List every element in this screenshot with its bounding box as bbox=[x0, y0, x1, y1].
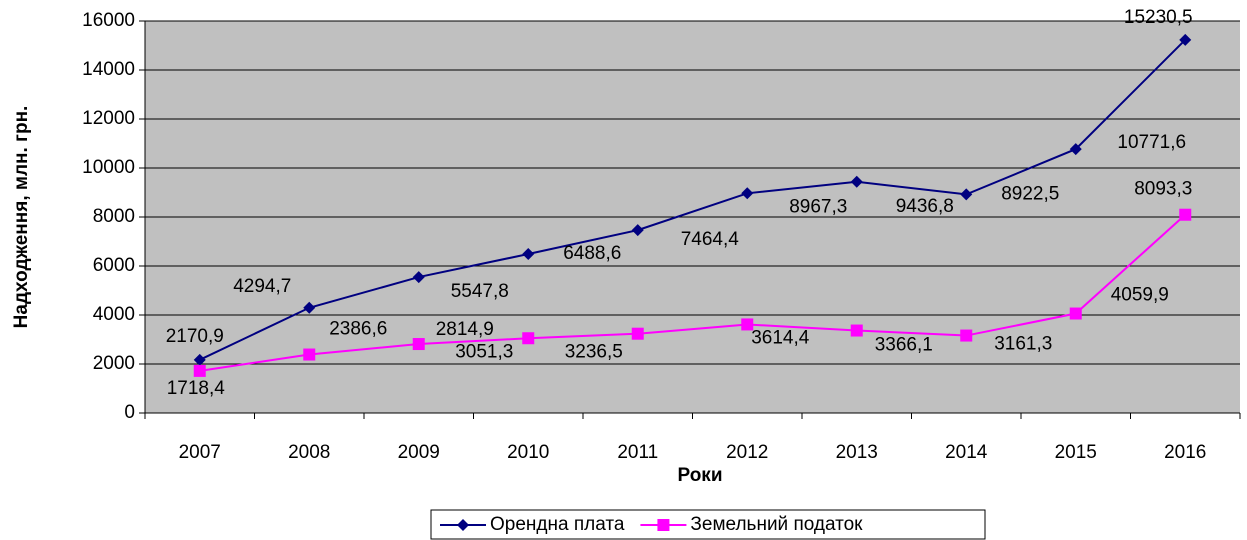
legend-marker bbox=[457, 519, 469, 531]
data-point bbox=[631, 224, 644, 237]
x-tick-label: 2008 bbox=[288, 442, 330, 463]
x-tick-label: 2014 bbox=[945, 442, 988, 463]
data-point bbox=[741, 187, 754, 200]
y-tick-label: 12000 bbox=[82, 108, 135, 129]
data-label: 10771,6 bbox=[1117, 132, 1186, 153]
data-point bbox=[522, 248, 535, 261]
y-tick-label: 8000 bbox=[93, 206, 135, 227]
data-point bbox=[741, 318, 754, 331]
data-point bbox=[1179, 33, 1192, 46]
data-point bbox=[193, 364, 206, 377]
data-label: 3236,5 bbox=[565, 342, 623, 363]
data-label: 3161,3 bbox=[994, 334, 1052, 355]
data-label: 7464,4 bbox=[681, 229, 740, 250]
x-tick-label: 2010 bbox=[507, 442, 549, 463]
data-point bbox=[303, 301, 316, 314]
data-label: 8922,5 bbox=[1001, 183, 1059, 204]
x-tick-label: 2013 bbox=[836, 442, 878, 463]
legend-box bbox=[430, 509, 986, 540]
data-label: 4294,7 bbox=[233, 276, 291, 297]
y-tick-label: 6000 bbox=[93, 255, 135, 276]
y-axis-title: Надходження, млн. грн. bbox=[11, 106, 32, 329]
x-tick-label: 2015 bbox=[1055, 442, 1097, 463]
data-label: 6488,6 bbox=[563, 243, 621, 264]
series-line bbox=[199, 213, 1186, 372]
y-tick-label: 16000 bbox=[82, 10, 135, 31]
data-point bbox=[960, 188, 973, 201]
data-label: 9436,8 bbox=[896, 196, 954, 217]
legend-label: Орендна плата bbox=[490, 514, 625, 535]
x-tick-label: 2016 bbox=[1164, 442, 1206, 463]
data-label: 5547,8 bbox=[451, 281, 509, 302]
data-label: 2170,9 bbox=[166, 326, 224, 347]
data-label: 1718,4 bbox=[167, 378, 226, 399]
y-tick-label: 10000 bbox=[82, 157, 135, 178]
x-tick-label: 2012 bbox=[726, 442, 768, 463]
data-label: 2386,6 bbox=[329, 319, 387, 340]
data-label: 2814,9 bbox=[436, 319, 494, 340]
x-tick-label: 2011 bbox=[617, 442, 658, 463]
data-label: 8093,3 bbox=[1134, 179, 1192, 200]
data-point bbox=[412, 338, 425, 351]
data-label: 3366,1 bbox=[875, 335, 933, 356]
data-point bbox=[1069, 307, 1082, 320]
data-label: 3051,3 bbox=[455, 341, 513, 362]
y-tick-label: 0 bbox=[124, 402, 135, 423]
data-label: 15230,5 bbox=[1124, 7, 1193, 28]
y-tick-label: 4000 bbox=[93, 304, 135, 325]
data-point bbox=[631, 327, 644, 340]
data-label: 4059,9 bbox=[1111, 285, 1169, 306]
data-point bbox=[960, 329, 973, 342]
data-label: 3614,4 bbox=[751, 327, 810, 348]
y-tick-label: 14000 bbox=[82, 59, 135, 80]
legend: Орендна плата Земельний податок bbox=[430, 509, 986, 540]
legend-marker bbox=[657, 519, 670, 531]
data-point bbox=[850, 175, 863, 188]
data-label: 8967,3 bbox=[789, 196, 847, 217]
data-point bbox=[1069, 143, 1082, 156]
data-point bbox=[303, 348, 316, 361]
data-point bbox=[522, 332, 535, 345]
x-tick-label: 2009 bbox=[398, 442, 440, 463]
data-point bbox=[1179, 208, 1192, 221]
x-tick-label: 2007 bbox=[179, 442, 221, 463]
data-point bbox=[412, 271, 425, 284]
x-axis-title: Роки bbox=[678, 465, 723, 486]
data-point bbox=[850, 324, 863, 337]
y-tick-label: 2000 bbox=[93, 353, 135, 374]
series-line bbox=[199, 39, 1186, 361]
legend-label: Земельний податок bbox=[690, 514, 863, 535]
data-point bbox=[193, 353, 206, 366]
